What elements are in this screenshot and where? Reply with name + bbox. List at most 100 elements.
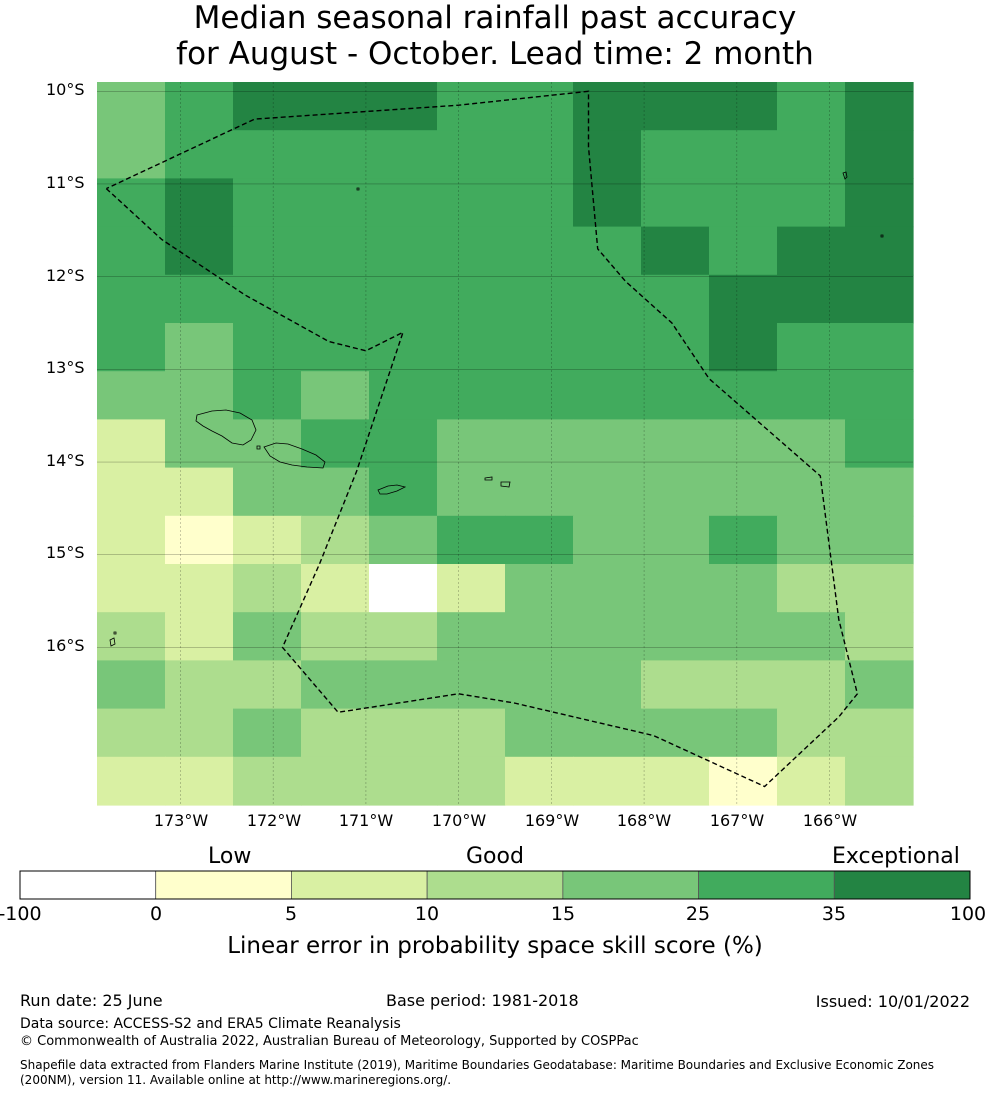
skill-cell	[573, 515, 642, 565]
island-west-b	[113, 631, 117, 635]
map-title-line-1: Median seasonal rainfall past accuracy	[193, 0, 797, 36]
skill-cell	[437, 419, 506, 469]
skill-cell	[573, 130, 642, 179]
skill-cell	[97, 274, 166, 324]
colorbar-swatch	[291, 870, 428, 900]
skill-cell	[573, 178, 642, 228]
skill-cell	[777, 756, 846, 806]
issued-date: Issued: 10/01/2022	[815, 992, 970, 1011]
skill-cell	[97, 708, 166, 758]
run-date: Run date: 25 June	[20, 991, 163, 1010]
category-good: Good	[466, 844, 524, 869]
skill-cell	[165, 660, 234, 710]
skill-cell	[165, 564, 234, 613]
skill-cell	[505, 371, 574, 420]
skill-cell	[845, 756, 914, 806]
skill-cell	[369, 419, 438, 469]
islands-coastline	[109, 171, 884, 647]
skill-cell	[709, 467, 778, 517]
skill-cell	[301, 708, 370, 758]
lon-label-172w: 172°W	[246, 811, 302, 830]
skill-cell	[573, 612, 642, 661]
skill-cell	[165, 82, 234, 131]
island-north-east-a	[842, 171, 848, 180]
skill-cell	[233, 178, 302, 228]
colorbar-tick-15: 15	[550, 903, 576, 925]
data-source: Data source: ACCESS-S2 and ERA5 Climate …	[20, 1016, 401, 1032]
skill-cell	[233, 419, 302, 469]
skill-cell	[709, 708, 778, 758]
lon-label-171w: 171°W	[338, 811, 394, 830]
skill-cell	[437, 515, 506, 565]
skill-cell	[573, 82, 642, 131]
colorbar	[19, 870, 971, 900]
skill-cell	[845, 323, 914, 372]
skill-cell	[845, 178, 914, 228]
skill-cell	[233, 708, 302, 758]
skill-cell	[301, 612, 370, 661]
colorbar-swatch	[426, 870, 564, 900]
skill-cell	[709, 419, 778, 469]
skill-cell	[165, 467, 234, 517]
skill-cell	[97, 371, 166, 420]
skill-cell	[709, 756, 778, 806]
lon-label-170w: 170°W	[431, 811, 487, 830]
skill-cell	[777, 130, 846, 179]
skill-cell	[777, 178, 846, 228]
skill-cell	[709, 612, 778, 661]
skill-cell	[165, 323, 234, 372]
colorbar-tick-35: 35	[821, 903, 847, 925]
skill-cell	[845, 708, 914, 758]
lat-label-10s: 10°S	[46, 80, 85, 99]
skill-cell	[97, 178, 166, 228]
colorbar-swatch	[833, 870, 971, 900]
skill-grid-cells	[97, 82, 914, 806]
lon-label-167w: 167°W	[709, 811, 765, 830]
island-manono	[256, 445, 261, 450]
skill-cell	[845, 274, 914, 324]
skill-cell	[301, 82, 370, 131]
skill-cell	[233, 612, 302, 661]
skill-cell	[233, 323, 302, 372]
skill-cell	[845, 419, 914, 469]
skill-cell	[437, 226, 506, 276]
skill-cell	[301, 274, 370, 324]
eez-boundary	[105, 90, 859, 788]
skill-cell	[369, 130, 438, 179]
skill-cell	[641, 274, 710, 324]
skill-cell	[97, 515, 166, 565]
skill-cell	[573, 274, 642, 324]
skill-cell	[641, 178, 710, 228]
skill-cell	[709, 130, 778, 179]
lat-label-13s: 13°S	[46, 358, 85, 377]
skill-cell	[437, 274, 506, 324]
skill-cell	[641, 371, 710, 420]
skill-cell	[301, 419, 370, 469]
skill-cell	[505, 130, 574, 179]
skill-cell	[301, 226, 370, 276]
lat-label-12s: 12°S	[46, 266, 85, 285]
skill-cell	[233, 226, 302, 276]
skill-cell	[437, 323, 506, 372]
skill-cell	[369, 564, 438, 613]
skill-cell	[437, 130, 506, 179]
skill-cell	[369, 756, 438, 806]
skill-cell	[641, 564, 710, 613]
skill-cell	[301, 323, 370, 372]
skill-cell	[233, 130, 302, 179]
colorbar-frame	[19, 870, 971, 900]
skill-cell	[641, 323, 710, 372]
skill-cell	[369, 274, 438, 324]
skill-cell	[505, 226, 574, 276]
skill-cell	[369, 226, 438, 276]
lat-label-16s: 16°S	[46, 636, 85, 655]
skill-cell	[437, 564, 506, 613]
skill-cell	[777, 515, 846, 565]
skill-cell	[709, 564, 778, 613]
skill-cell	[97, 323, 166, 372]
skill-cell	[641, 130, 710, 179]
skill-cell	[233, 660, 302, 710]
colorbar-tick-100: 100	[949, 903, 987, 925]
skill-cell	[165, 178, 234, 228]
skill-cell	[165, 226, 234, 276]
